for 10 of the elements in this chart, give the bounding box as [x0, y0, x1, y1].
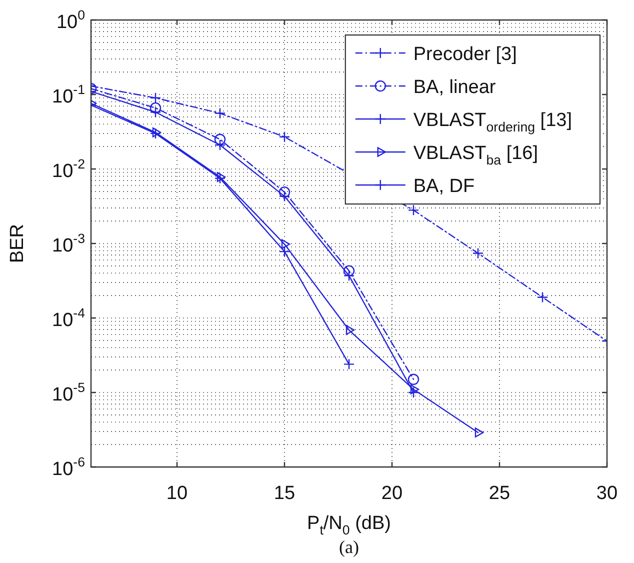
x-tick-label: 15	[274, 483, 296, 504]
x-tick-label: 10	[166, 483, 188, 504]
legend-label: BA, linear	[413, 77, 496, 98]
x-tick-label: 30	[596, 483, 618, 504]
legend-label: BA, DF	[413, 176, 475, 197]
legend-label: Precoder [3]	[413, 44, 517, 65]
x-tick-label: 25	[488, 483, 510, 504]
y-axis-title: BER	[7, 224, 28, 264]
text: (a)	[339, 537, 359, 557]
x-tick-label: 20	[381, 483, 403, 504]
